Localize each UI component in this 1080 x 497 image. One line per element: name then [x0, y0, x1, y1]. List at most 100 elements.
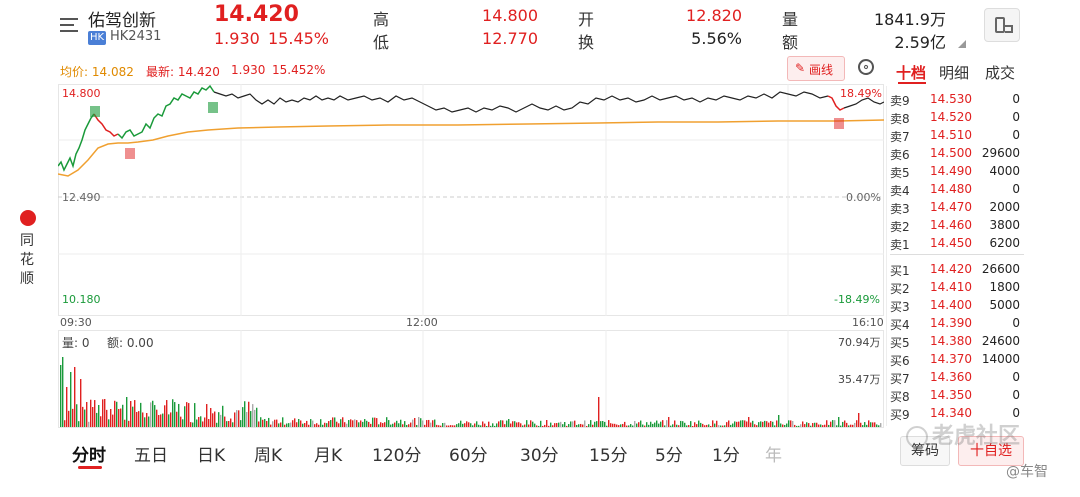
order-quantity: 4000: [989, 164, 1020, 178]
add-watchlist-button[interactable]: 十自选: [958, 436, 1024, 466]
volume-bar: [240, 420, 242, 427]
ask-row[interactable]: 卖7 14.510 0: [890, 128, 1020, 146]
ask-row[interactable]: 卖4 14.480 0: [890, 182, 1020, 200]
volume-bar: [544, 424, 546, 427]
volume-bar: [214, 411, 216, 427]
volume-bar: [464, 423, 466, 427]
bid-row[interactable]: 买9 14.340 0: [890, 406, 1020, 424]
order-quantity: 0: [1012, 110, 1020, 124]
ask-row[interactable]: 卖1 14.450 6200: [890, 236, 1020, 254]
volume-bar: [794, 424, 796, 427]
volume-bar: [358, 422, 360, 427]
volume-bar: [294, 418, 296, 427]
volume-bar: [394, 422, 396, 427]
order-level-label: 买4: [890, 318, 910, 332]
tab-ten-level[interactable]: 十档: [896, 64, 927, 82]
tab-monthly-k[interactable]: 月K: [314, 446, 343, 466]
volume-bar: [192, 422, 194, 427]
volume-bar: [302, 423, 304, 427]
volume-bar: [698, 420, 700, 427]
screen-rotate-button[interactable]: [984, 8, 1020, 42]
volume-bar: [702, 423, 704, 427]
volume-bar: [774, 425, 776, 427]
order-level-label: 买7: [890, 372, 910, 386]
volume-bar: [528, 424, 530, 427]
volume-bar: [554, 423, 556, 427]
volume-bar: [280, 422, 282, 427]
ask-row[interactable]: 卖2 14.460 3800: [890, 218, 1020, 236]
settings-icon[interactable]: [855, 56, 877, 78]
volume-bar: [184, 406, 186, 427]
tab-5min[interactable]: 5分: [655, 446, 683, 466]
order-level-label: 卖8: [890, 112, 910, 126]
volume-bar: [690, 421, 692, 427]
tab-weekly-k[interactable]: 周K: [254, 446, 283, 466]
volume-bar: [72, 408, 74, 427]
price-axis-bottom: 10.180: [62, 293, 101, 306]
order-quantity: 26600: [981, 262, 1020, 276]
bid-row[interactable]: 买1 14.420 26600: [890, 262, 1020, 280]
bid-row[interactable]: 买7 14.360 0: [890, 370, 1020, 388]
volume-bar: [500, 420, 502, 427]
volume-bar: [194, 403, 196, 427]
tab-120min[interactable]: 120分: [372, 446, 422, 466]
volume-bar: [720, 425, 722, 427]
volume-bar: [332, 417, 334, 427]
volume-bar: [754, 424, 756, 427]
volume-bar: [392, 423, 394, 427]
intraday-price-chart[interactable]: [58, 84, 884, 316]
tab-trades[interactable]: 成交: [985, 64, 1016, 82]
bid-row[interactable]: 买6 14.370 14000: [890, 352, 1020, 370]
bid-row[interactable]: 买2 14.410 1800: [890, 280, 1020, 298]
volume-bar: [630, 424, 632, 427]
dropdown-corner-icon: [958, 40, 966, 48]
volume-bar: [398, 423, 400, 427]
volume-bar: [218, 412, 220, 427]
tab-detail[interactable]: 明细: [939, 64, 970, 82]
volume-bar: [636, 423, 638, 427]
volume-bar: [716, 420, 718, 427]
chart-frame: [58, 84, 884, 316]
ask-row[interactable]: 卖8 14.520 0: [890, 110, 1020, 128]
volume-bar: [144, 417, 146, 427]
price-line-main: [213, 91, 829, 113]
bid-row[interactable]: 买4 14.390 0: [890, 316, 1020, 334]
tab-30min[interactable]: 30分: [520, 446, 559, 466]
volume-bar: [770, 420, 772, 427]
volume-bar: [128, 420, 130, 427]
tab-intraday[interactable]: 分时: [72, 446, 106, 466]
volume-bar: [574, 420, 576, 427]
tab-60min[interactable]: 60分: [449, 446, 488, 466]
volume-bar: [746, 421, 748, 427]
ask-row[interactable]: 卖9 14.530 0: [890, 92, 1020, 110]
volume-bar: [78, 421, 80, 427]
menu-icon[interactable]: [60, 16, 80, 32]
pct-axis-bottom: -18.49%: [834, 293, 880, 306]
volume-chart[interactable]: [58, 330, 884, 428]
tab-daily-k[interactable]: 日K: [197, 446, 226, 466]
volume-bar: [374, 417, 376, 427]
bid-row[interactable]: 买3 14.400 5000: [890, 298, 1020, 316]
ask-row[interactable]: 卖3 14.470 2000: [890, 200, 1020, 218]
volume-bar: [670, 425, 672, 427]
volume-bar: [824, 424, 826, 427]
volume-mid-label: 35.47万: [838, 373, 881, 386]
order-price: 14.380: [930, 334, 972, 348]
volume-bar: [142, 412, 144, 427]
volume-bar: [154, 405, 156, 427]
price-line-end: [843, 97, 884, 109]
volume-bar: [468, 422, 470, 427]
tab-15min[interactable]: 15分: [589, 446, 628, 466]
volume-bar: [422, 420, 424, 427]
ask-row[interactable]: 卖5 14.490 4000: [890, 164, 1020, 182]
tab-five-day[interactable]: 五日: [134, 446, 168, 466]
order-book-divider: [890, 254, 1024, 255]
tab-year[interactable]: 年: [765, 446, 782, 466]
bid-row[interactable]: 买5 14.380 24600: [890, 334, 1020, 352]
ask-row[interactable]: 卖6 14.500 29600: [890, 146, 1020, 164]
tab-1min[interactable]: 1分: [712, 446, 740, 466]
bid-row[interactable]: 买8 14.350 0: [890, 388, 1020, 406]
info-change-pct: 15.452%: [272, 63, 326, 77]
volume-bar: [658, 423, 660, 427]
draw-line-button[interactable]: ✎ 画线: [787, 56, 845, 81]
